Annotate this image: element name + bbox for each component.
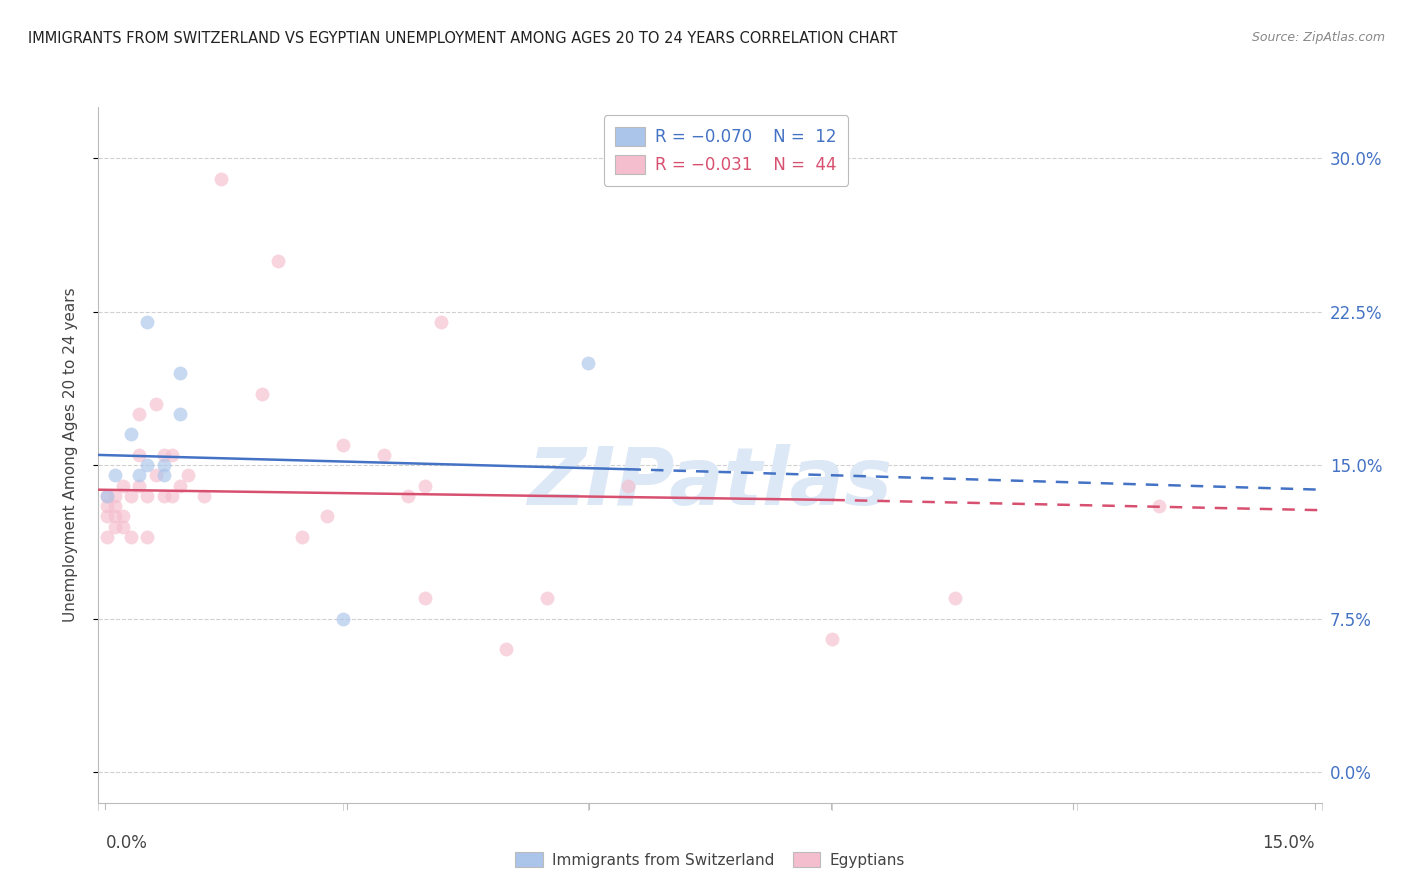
Point [177, 468, 200, 483]
Point [96, 489, 118, 503]
Point [250, 386, 273, 401]
Point [104, 519, 127, 533]
Point [193, 489, 215, 503]
Point [104, 509, 127, 524]
Point [136, 315, 159, 329]
Point [120, 427, 142, 442]
Point [111, 509, 134, 524]
Point [332, 612, 354, 626]
Point [136, 489, 159, 503]
Legend: Immigrants from Switzerland, Egyptians: Immigrants from Switzerland, Egyptians [508, 844, 912, 875]
Text: IMMIGRANTS FROM SWITZERLAND VS EGYPTIAN UNEMPLOYMENT AMONG AGES 20 TO 24 YEARS C: IMMIGRANTS FROM SWITZERLAND VS EGYPTIAN … [28, 31, 897, 46]
Point [495, 642, 517, 657]
Point [332, 438, 354, 452]
Point [104, 489, 127, 503]
Point [152, 468, 174, 483]
Point [536, 591, 558, 606]
Point [104, 468, 127, 483]
Point [96, 509, 118, 524]
Point [943, 591, 966, 606]
Point [152, 458, 174, 472]
Text: 0.0%: 0.0% [105, 834, 148, 852]
Point [617, 478, 640, 492]
Point [209, 171, 232, 186]
Point [152, 489, 174, 503]
Point [104, 499, 127, 513]
Point [145, 397, 167, 411]
Point [128, 448, 150, 462]
Point [128, 468, 150, 483]
Point [96, 489, 118, 503]
Y-axis label: Unemployment Among Ages 20 to 24 years: Unemployment Among Ages 20 to 24 years [63, 287, 77, 623]
Point [430, 315, 453, 329]
Point [396, 489, 419, 503]
Text: 15.0%: 15.0% [1263, 834, 1315, 852]
Point [145, 468, 167, 483]
Point [160, 448, 183, 462]
Point [267, 253, 290, 268]
Point [413, 591, 436, 606]
Point [1147, 499, 1170, 513]
Point [169, 407, 191, 421]
Point [169, 366, 191, 380]
Point [291, 530, 314, 544]
Point [413, 478, 436, 492]
Point [111, 478, 134, 492]
Point [96, 530, 118, 544]
Point [152, 448, 174, 462]
Text: ZIPatlas: ZIPatlas [527, 443, 893, 522]
Point [169, 478, 191, 492]
Point [821, 632, 844, 646]
Point [120, 530, 142, 544]
Point [128, 407, 150, 421]
Point [96, 499, 118, 513]
Point [373, 448, 395, 462]
Point [136, 530, 159, 544]
Point [576, 356, 599, 370]
Point [120, 489, 142, 503]
Point [128, 478, 150, 492]
Text: Source: ZipAtlas.com: Source: ZipAtlas.com [1251, 31, 1385, 45]
Point [160, 489, 183, 503]
Point [315, 509, 337, 524]
Point [111, 519, 134, 533]
Point [136, 458, 159, 472]
